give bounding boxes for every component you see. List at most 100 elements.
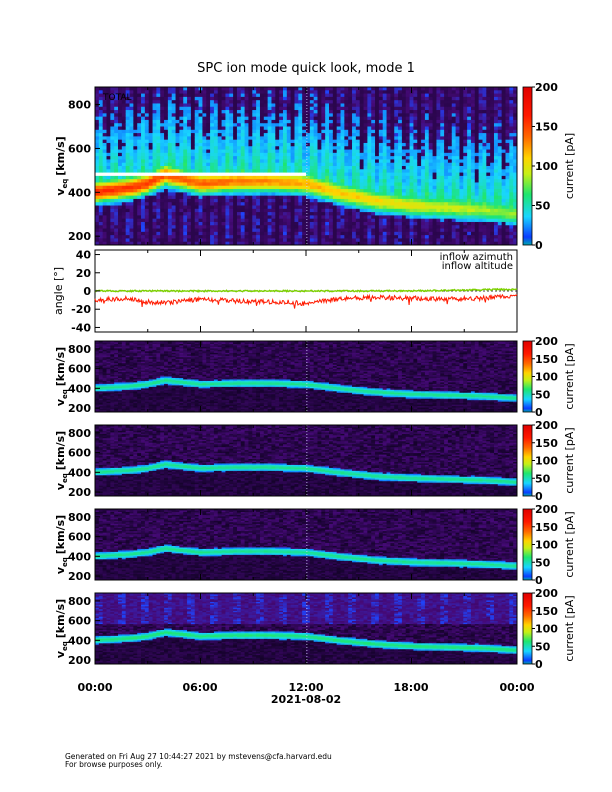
heatmap-cell bbox=[409, 136, 414, 141]
heatmap-cell bbox=[225, 110, 230, 114]
heatmap-cell bbox=[144, 162, 150, 167]
heatmap-cell bbox=[317, 195, 322, 200]
heatmap-cell bbox=[194, 172, 199, 177]
heatmap-cell bbox=[421, 152, 426, 157]
heatmap-cell bbox=[125, 90, 130, 94]
heatmap-cell bbox=[486, 189, 491, 193]
heatmap-cell bbox=[171, 212, 176, 216]
heatmap-cell bbox=[148, 136, 153, 141]
heatmap-cell bbox=[306, 133, 311, 137]
heatmap-cell bbox=[198, 100, 203, 104]
heatmap-cell bbox=[229, 228, 234, 233]
heatmap-cell bbox=[490, 228, 495, 233]
heatmap-cell bbox=[282, 205, 288, 210]
heatmap-cell bbox=[317, 106, 322, 111]
heatmap-cell bbox=[340, 113, 345, 118]
heatmap-cell bbox=[248, 231, 253, 236]
heatmap-cell bbox=[156, 152, 161, 157]
heatmap-cell bbox=[282, 110, 288, 114]
heatmap-cell bbox=[110, 139, 115, 144]
heatmap-cell bbox=[98, 93, 104, 98]
heatmap-cell bbox=[267, 215, 272, 220]
heatmap-cell bbox=[263, 202, 269, 206]
heatmap-cell bbox=[202, 169, 207, 173]
heatmap-cell bbox=[294, 172, 299, 177]
heatmap-cell bbox=[428, 218, 433, 223]
heatmap-cell bbox=[114, 96, 119, 101]
heatmap-cell bbox=[171, 198, 176, 203]
heatmap-cell bbox=[210, 218, 215, 223]
heatmap-cell bbox=[202, 146, 207, 150]
heatmap-cell bbox=[125, 139, 130, 144]
heatmap-cell bbox=[229, 231, 234, 236]
heatmap-cell bbox=[179, 116, 184, 121]
heatmap-cell bbox=[470, 90, 476, 94]
heatmap-cell bbox=[394, 119, 399, 124]
heatmap-cell bbox=[405, 208, 410, 213]
heatmap-cell bbox=[332, 202, 338, 206]
heatmap-cell bbox=[455, 133, 460, 137]
heatmap-cell bbox=[282, 202, 288, 206]
heatmap-cell bbox=[436, 119, 441, 124]
heatmap-cell bbox=[244, 238, 249, 243]
heatmap-cell bbox=[463, 215, 468, 220]
heatmap-cell bbox=[401, 221, 407, 226]
heatmap-cell bbox=[348, 225, 353, 229]
heatmap-cell bbox=[486, 156, 491, 160]
heatmap-cell bbox=[102, 228, 107, 233]
heatmap-cell bbox=[221, 90, 226, 94]
heatmap-cell bbox=[102, 123, 107, 127]
heatmap-cell bbox=[409, 119, 414, 124]
heatmap-cell bbox=[198, 231, 203, 236]
heatmap-cell bbox=[298, 129, 303, 134]
heatmap-cell bbox=[382, 136, 387, 141]
heatmap-cell bbox=[474, 156, 480, 160]
heatmap-cell bbox=[432, 159, 437, 164]
heatmap-cell bbox=[375, 129, 380, 134]
heatmap-cell bbox=[348, 123, 353, 127]
heatmap-cell bbox=[290, 238, 295, 243]
heatmap-cell bbox=[424, 238, 430, 243]
heatmap-cell bbox=[336, 90, 341, 94]
heatmap-cell bbox=[398, 90, 403, 94]
heatmap-cell bbox=[141, 198, 146, 203]
heatmap-cell bbox=[459, 182, 464, 187]
heatmap-cell bbox=[298, 126, 303, 131]
heatmap-cell bbox=[290, 228, 295, 233]
heatmap-cell bbox=[290, 195, 295, 200]
heatmap-cell bbox=[133, 215, 138, 220]
heatmap-cell bbox=[302, 202, 307, 206]
heatmap-cell bbox=[302, 238, 307, 243]
heatmap-cell bbox=[344, 185, 349, 190]
heatmap-cell bbox=[375, 149, 380, 154]
heatmap-cell bbox=[194, 113, 199, 118]
heatmap-cell bbox=[183, 172, 188, 177]
heatmap-cell bbox=[118, 126, 123, 131]
heatmap-cell bbox=[133, 129, 138, 134]
heatmap-cell bbox=[198, 139, 203, 144]
heatmap-cell bbox=[336, 136, 341, 141]
heatmap-cell bbox=[490, 215, 495, 220]
heatmap-cell bbox=[286, 103, 292, 108]
heatmap-cell bbox=[290, 129, 295, 134]
heatmap-cell bbox=[482, 96, 487, 101]
heatmap-cell bbox=[210, 123, 215, 127]
heatmap-cell bbox=[141, 212, 146, 216]
heatmap-cell bbox=[206, 152, 211, 157]
heatmap-cell bbox=[229, 169, 234, 173]
heatmap-cell bbox=[141, 231, 146, 236]
heatmap-cell bbox=[378, 146, 384, 150]
heatmap-cell bbox=[325, 142, 330, 147]
heatmap-cell bbox=[213, 185, 219, 190]
heatmap-cell bbox=[175, 103, 180, 108]
heatmap-cell bbox=[190, 185, 196, 190]
heatmap-cell bbox=[321, 136, 326, 141]
heatmap-cell bbox=[332, 116, 338, 121]
heatmap-cell bbox=[202, 212, 207, 216]
heatmap-cell bbox=[221, 100, 226, 104]
heatmap-cell bbox=[118, 202, 123, 206]
heatmap-cell bbox=[432, 192, 437, 197]
heatmap-cell bbox=[405, 103, 410, 108]
heatmap-cell bbox=[490, 133, 495, 137]
heatmap-cell bbox=[129, 235, 134, 239]
